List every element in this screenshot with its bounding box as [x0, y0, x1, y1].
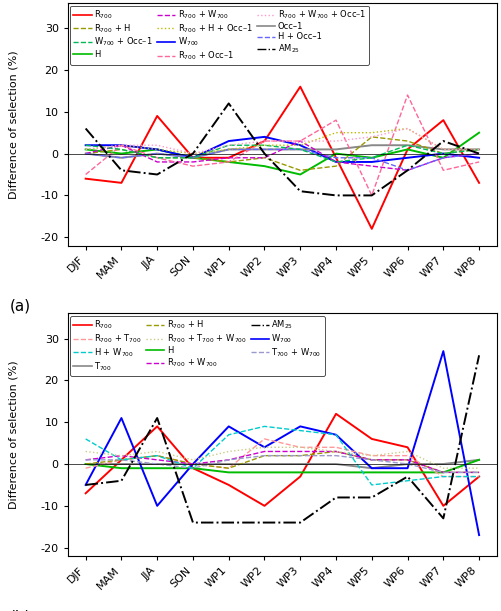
Text: (b): (b): [10, 609, 31, 611]
Legend: R$_{700}$, R$_{700}$ + H, W$_{700}$ + Occ–1, H, R$_{700}$ + W$_{700}$, R$_{700}$: R$_{700}$, R$_{700}$ + H, W$_{700}$ + Oc…: [70, 5, 368, 65]
Text: (a): (a): [10, 299, 31, 314]
Y-axis label: Difference of selection (%): Difference of selection (%): [9, 50, 19, 199]
Y-axis label: Difference of selection (%): Difference of selection (%): [9, 360, 19, 509]
Legend: R$_{700}$, R$_{700}$ + T$_{700}$, H + W$_{700}$, T$_{700}$, R$_{700}$ + H, R$_{7: R$_{700}$, R$_{700}$ + T$_{700}$, H + W$…: [70, 316, 324, 376]
